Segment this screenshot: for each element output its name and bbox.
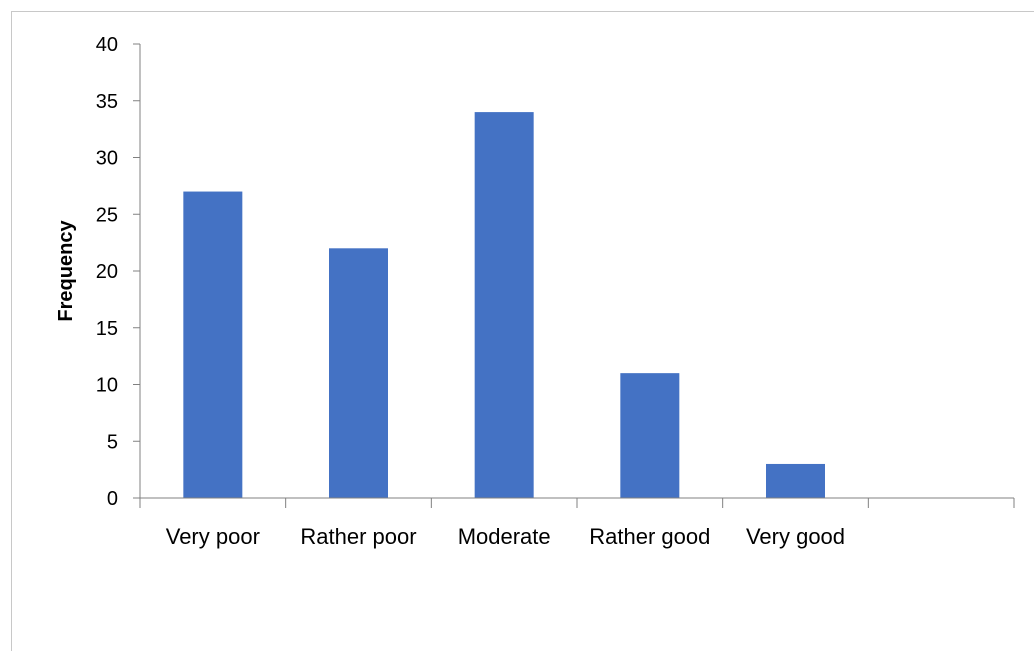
chart-frame [11,11,1034,651]
bar [474,112,534,498]
y-tick-label: 40 [96,34,118,56]
bar [329,248,388,498]
bar-chart: 0 5 10 15 20 25 30 35 40 Very poor Rather poor Mod… [55,34,1015,549]
bar [183,191,243,499]
y-tick-label: 15 [96,318,118,340]
x-tick-label: Rather poor [300,524,416,549]
y-axis-title: Frequency [55,220,77,322]
y-tick-label: 0 [107,488,118,510]
x-tick-label: Very good [746,524,845,549]
y-tick-label: 10 [96,375,118,397]
x-tick-label: Rather good [589,524,710,549]
y-tick-label: 20 [96,261,118,283]
y-tick-label: 30 [96,148,118,170]
x-axis: Very poor Rather poor Moderate Rather good V… [139,497,1015,549]
x-tick-label: Moderate [458,524,551,549]
bars [183,112,825,499]
bar [766,463,825,498]
y-tick-label: 35 [96,91,118,113]
x-tick-label: Very poor [166,524,260,549]
y-tick-label: 25 [96,204,118,226]
bar [620,373,680,498]
y-tick-label: 5 [107,431,118,453]
y-axis: 0 5 10 15 20 25 30 35 40 [96,34,141,510]
